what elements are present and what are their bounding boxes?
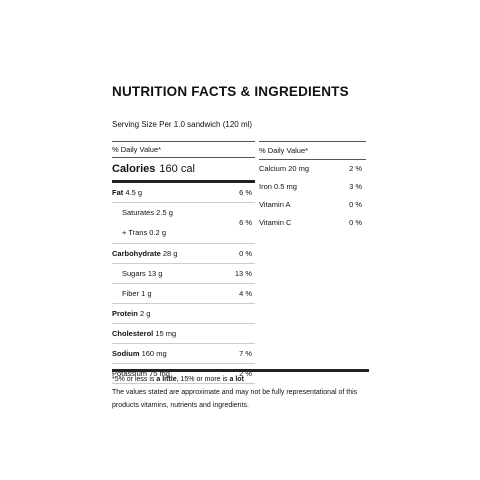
nutrient-row-potassium: Potassium 75 mg 2 % xyxy=(112,364,255,384)
nutrient-amount: 15 mg xyxy=(155,329,177,338)
calories-row: Calories 160 cal xyxy=(112,158,255,183)
calories-label: Calories xyxy=(112,163,156,175)
nutrient-name: Carbohydrate xyxy=(112,249,161,258)
nutrition-table-left: % Daily Value* Calories 160 cal Fat 4.5 … xyxy=(112,141,255,384)
nutrient-label: Sugars 13 g xyxy=(122,269,163,278)
serving-size: Serving Size Per 1.0 sandwich (120 ml) xyxy=(112,120,253,129)
nutrient-percent: 2 % xyxy=(349,164,362,173)
nutrient-row-saturates-trans: Saturates 2.5 g + Trans 0.2 g 6 % xyxy=(112,203,255,244)
nutrient-row-sodium: Sodium 160 mg 7 % xyxy=(112,344,255,364)
nutrient-label: Iron 0.5 mg xyxy=(259,182,297,191)
daily-value-header: % Daily Value* xyxy=(112,142,255,158)
calories-value: 160 cal xyxy=(159,163,195,175)
nutrient-amount: 28 g xyxy=(162,249,178,258)
nutrient-percent: 0 % xyxy=(349,218,362,227)
nutrient-row-vitamin-c: Vitamin C 0 % xyxy=(259,214,366,232)
nutrient-label: Vitamin A xyxy=(259,200,291,209)
nutrient-amount: 2 g xyxy=(139,309,151,318)
nutrient-percent: 3 % xyxy=(349,182,362,191)
nutrient-row-sugars: Sugars 13 g 13 % xyxy=(112,264,255,284)
nutrient-row-carbohydrate: Carbohydrate 28 g 0 % xyxy=(112,244,255,264)
nutrient-row-fat: Fat 4.5 g 6 % xyxy=(112,183,255,203)
nutrient-label: Potassium 75 mg xyxy=(112,369,170,378)
nutrient-percent: 6 % xyxy=(239,218,252,227)
footnote-emphasis: a little xyxy=(156,376,177,383)
nutrient-name: Fat xyxy=(112,188,124,197)
nutrient-percent: 13 % xyxy=(234,269,252,278)
nutrient-percent: 0 % xyxy=(239,249,252,258)
nutrient-name: Sodium xyxy=(112,349,140,358)
nutrient-amount: 4.5 g xyxy=(125,188,143,197)
nutrient-percent: 6 % xyxy=(239,188,252,197)
nutrient-percent: 2 % xyxy=(239,369,252,378)
footnote: *5% or less is a little, 15% or more is … xyxy=(112,369,369,412)
page-title: NUTRITION FACTS & INGREDIENTS xyxy=(112,84,349,99)
footnote-text: *5% or less is xyxy=(112,376,157,383)
nutrient-name: Protein xyxy=(112,309,138,318)
nutrient-amount: 160 mg xyxy=(141,349,167,358)
nutrient-row-calcium: Calcium 20 mg 2 % xyxy=(259,160,366,178)
nutrient-row-vitamin-a: Vitamin A 0 % xyxy=(259,196,366,214)
nutrient-label: Saturates 2.5 g xyxy=(122,208,173,217)
nutrient-percent: 4 % xyxy=(239,289,252,298)
nutrient-percent: 7 % xyxy=(239,349,252,358)
footnote-text: , 15% or more is xyxy=(176,376,230,383)
nutrient-row-fiber: Fiber 1 g 4 % xyxy=(112,284,255,304)
nutrient-name: Cholesterol xyxy=(112,329,154,338)
nutrient-label: + Trans 0.2 g xyxy=(122,228,166,237)
nutrient-percent: 0 % xyxy=(349,200,362,209)
daily-value-footnote: *5% or less is a little, 15% or more is … xyxy=(112,373,369,386)
daily-value-header: % Daily Value* xyxy=(259,142,366,160)
nutrient-row-iron: Iron 0.5 mg 3 % xyxy=(259,178,366,196)
nutrient-label: Fiber 1 g xyxy=(122,289,152,298)
nutrition-table-right: % Daily Value* Calcium 20 mg 2 % Iron 0.… xyxy=(259,141,366,232)
disclaimer-text: The values stated are approximate and ma… xyxy=(112,389,358,409)
nutrient-row-cholesterol: Cholesterol 15 mg xyxy=(112,324,255,344)
nutrient-row-protein: Protein 2 g xyxy=(112,304,255,324)
nutrient-label: Calcium 20 mg xyxy=(259,164,310,173)
nutrient-label: Vitamin C xyxy=(259,218,292,227)
footnote-emphasis: a lot xyxy=(229,376,244,383)
